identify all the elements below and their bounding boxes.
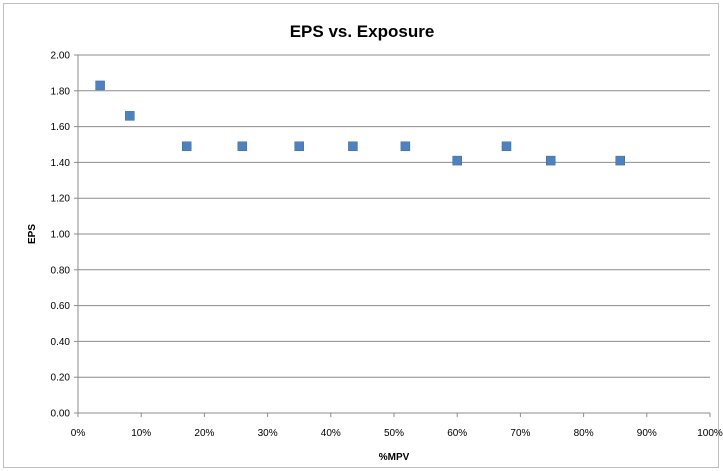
data-point xyxy=(348,141,358,152)
x-tick-label: 50% xyxy=(384,428,404,439)
x-tick-label: 40% xyxy=(321,428,341,439)
x-tick-label: 90% xyxy=(637,428,657,439)
x-tick-label: 20% xyxy=(194,428,214,439)
data-point xyxy=(452,155,462,166)
y-axis-label: EPS xyxy=(27,224,38,244)
x-tick-label: 100% xyxy=(697,428,723,439)
y-tick-label: 0.20 xyxy=(51,373,71,384)
tick-labels: 0.00 0.20 0.40 0.60 0.80 1.00 1.20 1.40 1.60 1.80… xyxy=(51,51,723,440)
y-tick-label: 1.00 xyxy=(51,230,71,241)
chart-title: EPS vs. Exposure xyxy=(289,22,435,41)
y-tick-label: 0.40 xyxy=(51,337,71,348)
x-tick-label: 10% xyxy=(131,428,151,439)
data-points xyxy=(95,80,626,166)
y-tick-label: 1.20 xyxy=(51,194,71,205)
data-point xyxy=(125,111,135,121)
data-point xyxy=(181,141,192,152)
y-tick-label: 0.60 xyxy=(51,301,71,312)
y-tick-label: 0.80 xyxy=(51,265,71,276)
data-point xyxy=(501,141,512,152)
y-tick-label: 0.00 xyxy=(51,409,71,420)
data-point xyxy=(294,141,304,152)
x-tick-label: 70% xyxy=(510,428,530,439)
data-point xyxy=(615,155,626,166)
data-point xyxy=(400,141,411,152)
x-tick-label: 80% xyxy=(574,428,594,439)
x-tick-label: 60% xyxy=(447,428,467,439)
y-tick-label: 1.40 xyxy=(51,158,71,169)
grid-lines xyxy=(78,54,710,378)
data-point xyxy=(95,80,105,91)
y-tick-label: 1.80 xyxy=(51,86,71,97)
axes xyxy=(74,54,711,417)
chart-frame: EPS vs. Exposure xyxy=(3,3,719,468)
y-tick-label: 1.60 xyxy=(51,122,71,133)
y-tick-label: 2.00 xyxy=(51,51,71,62)
x-tick-label: 30% xyxy=(258,428,278,439)
data-point xyxy=(237,141,248,152)
x-axis-label: %MPV xyxy=(379,452,410,463)
x-tick-label: 0% xyxy=(71,428,86,439)
data-point xyxy=(545,155,556,166)
